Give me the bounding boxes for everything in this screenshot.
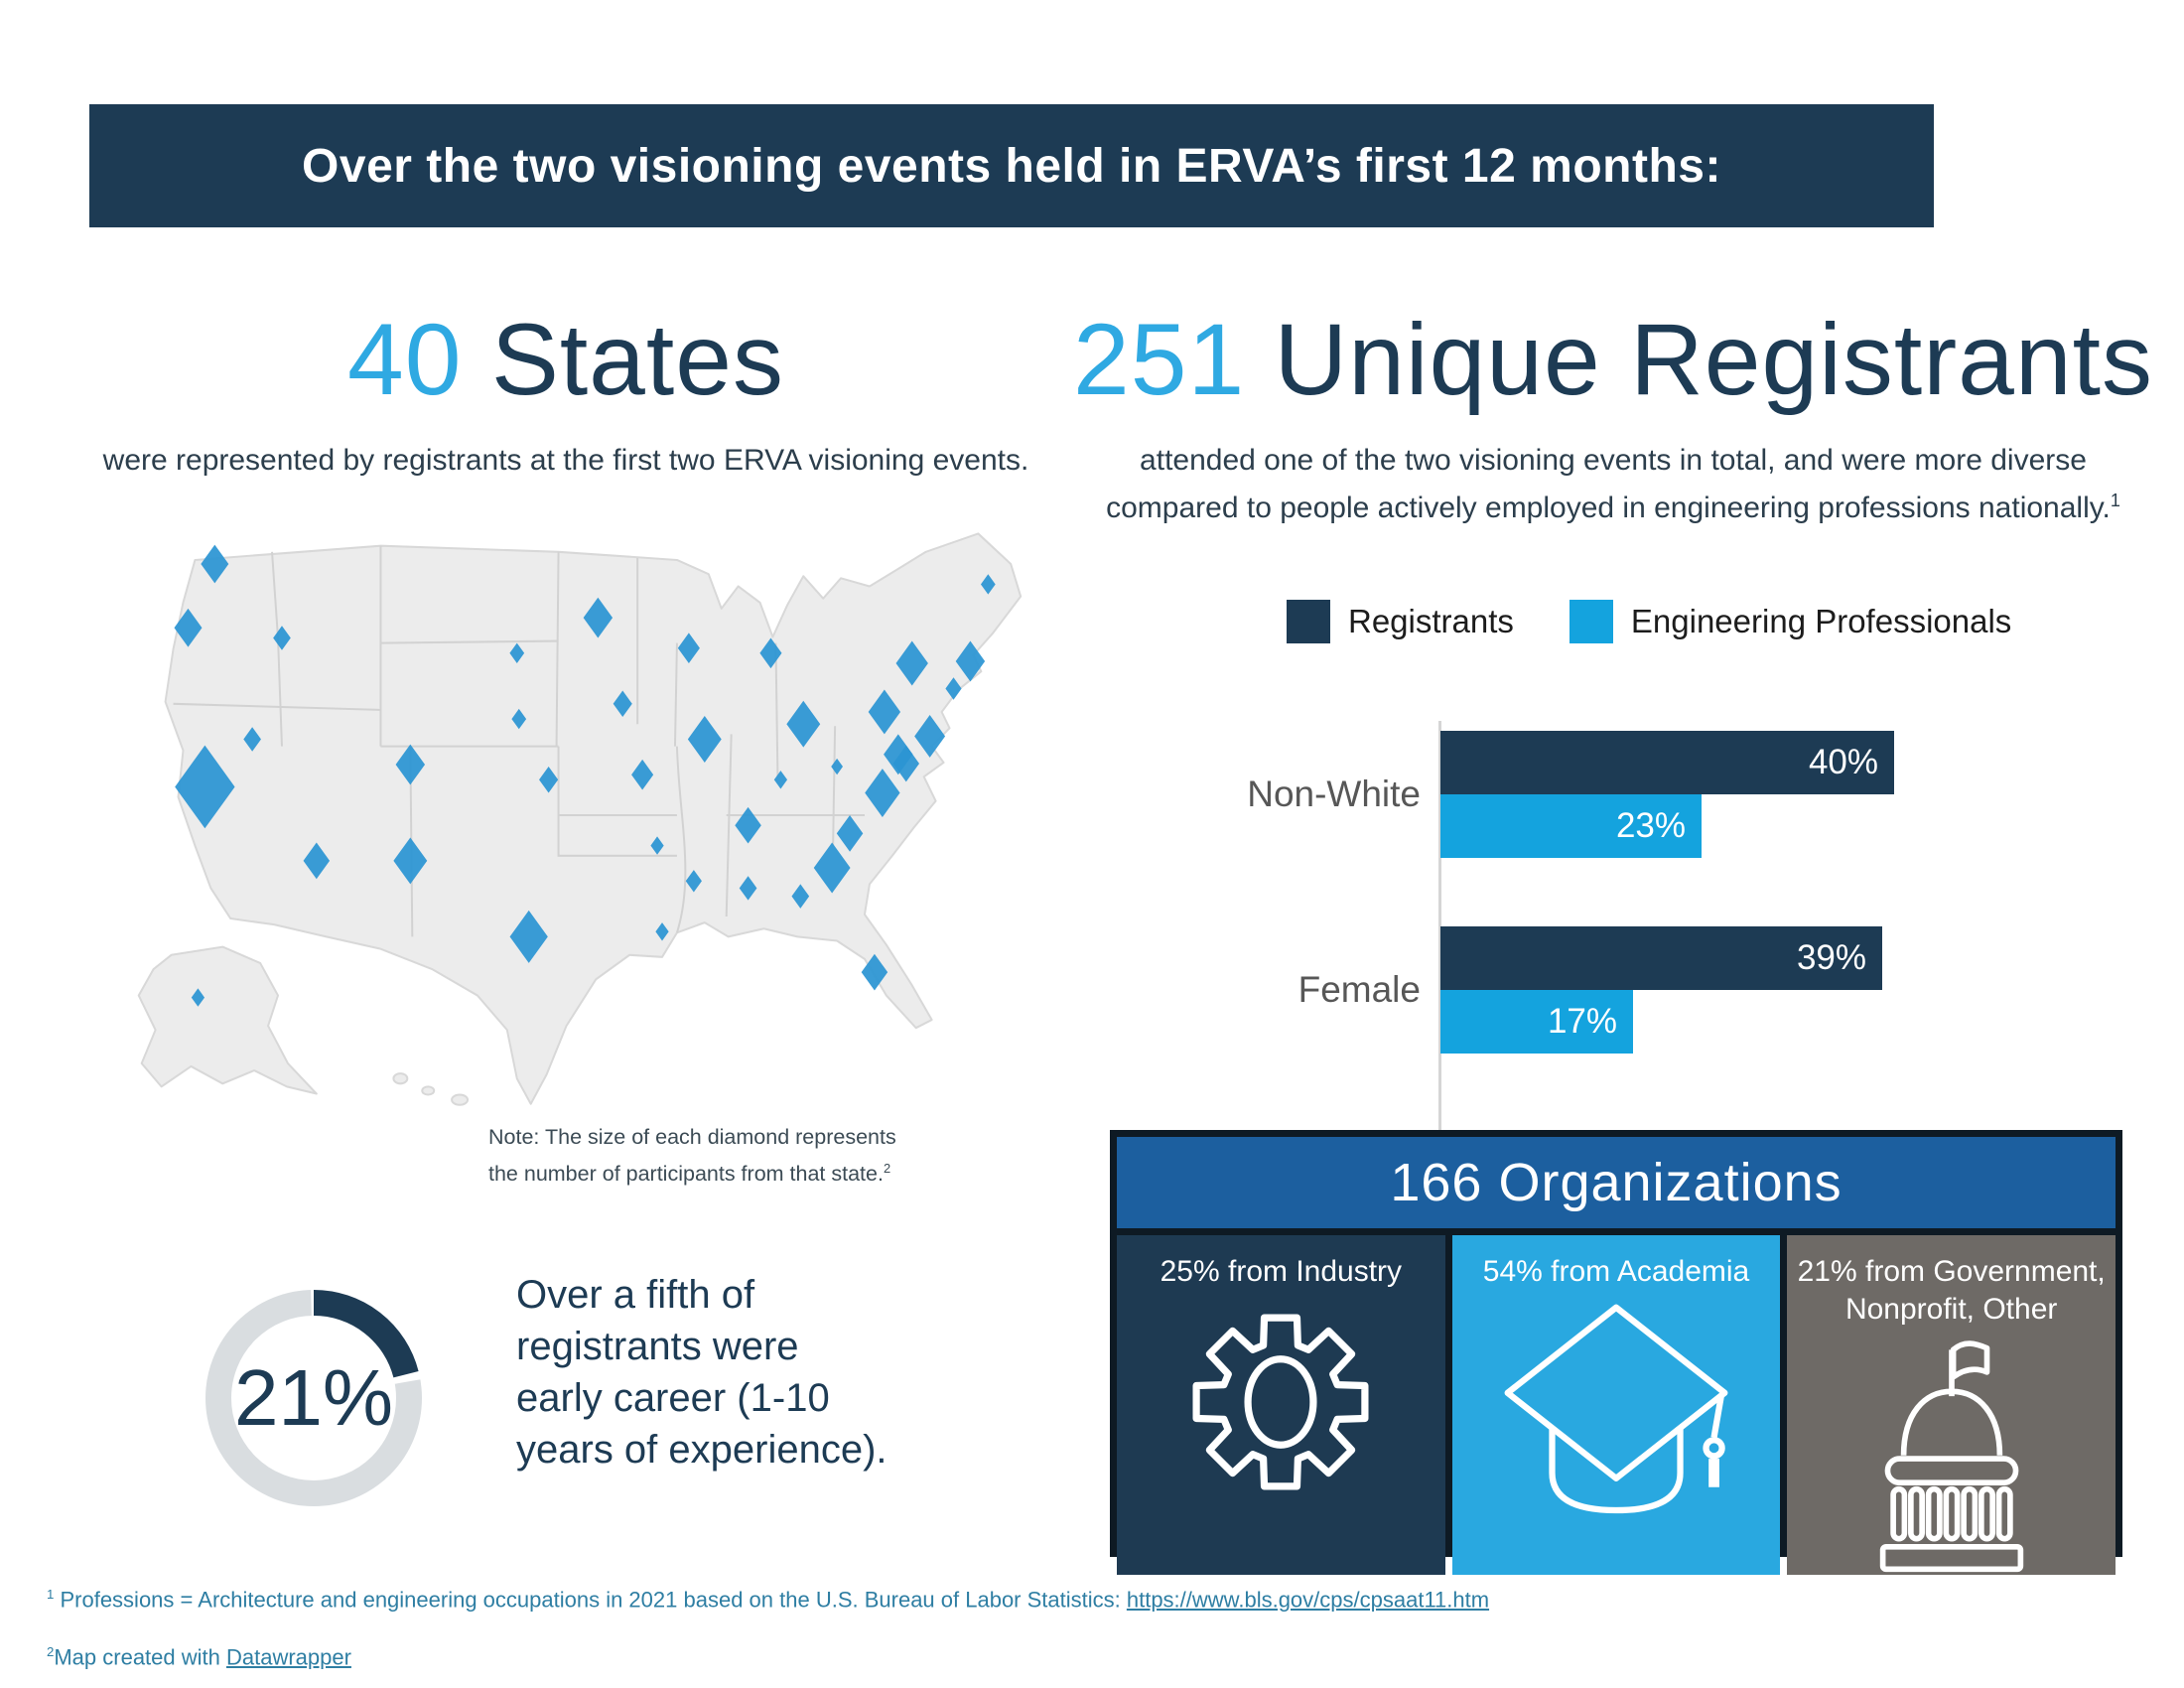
- participant-diamond: [791, 884, 810, 909]
- header-banner: Over the two visioning events held in ER…: [89, 104, 1934, 227]
- bar-category-label: Non-White: [1247, 774, 1421, 814]
- capitol-icon: [1879, 1340, 2023, 1573]
- participant-diamond: [191, 988, 205, 1007]
- bar-engineering-professionals: 17%: [1440, 990, 1633, 1054]
- states-count: 40: [347, 303, 463, 416]
- participant-diamond: [861, 953, 888, 991]
- early-career-donut: [203, 1287, 425, 1509]
- bar-registrants: 39%: [1440, 926, 1882, 990]
- legend-item-registrants: Registrants: [1287, 600, 1514, 643]
- participant-diamond: [201, 544, 229, 584]
- footnote-2: 2Map created with Datawrapper: [47, 1644, 351, 1670]
- government-label: 21% from Government, Nonprofit, Other: [1797, 1255, 2106, 1326]
- participant-diamond: [539, 767, 559, 793]
- bar-category-label: Female: [1297, 969, 1421, 1010]
- registrants-count: 251: [1073, 303, 1246, 416]
- industry-label: 25% from Industry: [1160, 1255, 1403, 1288]
- participant-diamond: [955, 640, 986, 682]
- professionals-swatch: [1569, 600, 1613, 643]
- banner-title: Over the two visioning events held in ER…: [302, 139, 1721, 193]
- academia-label: 54% from Academia: [1482, 1255, 1750, 1288]
- bar-registrants: 40%: [1440, 731, 1894, 794]
- participant-diamond: [243, 727, 261, 752]
- participant-diamond: [739, 876, 757, 901]
- donut-percent-label: 21%: [233, 1353, 394, 1442]
- registrants-stat: 251 Unique Registrants attended one of t…: [1047, 290, 2179, 528]
- diversity-bar-chart: Non-White 40% 23% Female 39% 17%: [1247, 721, 1957, 1130]
- us-map: [137, 532, 1023, 1106]
- participant-diamond: [395, 744, 426, 785]
- states-stat: 40 States were represented by registrant…: [60, 290, 1072, 481]
- participant-diamond: [273, 626, 291, 650]
- participant-diamond: [303, 842, 331, 880]
- footnote-marker-1: 1: [2110, 491, 2120, 510]
- gear-icon: [1192, 1314, 1369, 1490]
- academia-panel: 54% from Academia: [1451, 1235, 1781, 1575]
- participant-diamond: [914, 715, 946, 758]
- participant-diamond: [892, 745, 920, 782]
- chart-axis-line: [1438, 721, 1441, 1130]
- registrants-word: Unique Registrants: [1274, 303, 2153, 416]
- participant-diamond: [687, 716, 722, 763]
- participant-diamond: [583, 597, 614, 638]
- states-word: States: [490, 303, 784, 416]
- states-stat-headline: 40 States: [60, 290, 1072, 429]
- participant-diamond: [509, 910, 548, 963]
- participant-diamond: [865, 769, 900, 818]
- bar-value-label: 39%: [1796, 938, 1866, 977]
- registrants-stat-headline: 251 Unique Registrants: [1047, 290, 2179, 429]
- participant-diamond: [174, 608, 203, 647]
- participant-diamond: [831, 758, 844, 775]
- us-map-silhouette: [137, 532, 1023, 1106]
- participant-diamond: [175, 745, 235, 829]
- bar-value-label: 40%: [1808, 743, 1878, 781]
- donut-value-arc: [205, 1290, 422, 1506]
- organizations-panels: 25% from Industry 54% from Academia: [1117, 1235, 2116, 1575]
- industry-panel: 25% from Industry: [1117, 1235, 1445, 1575]
- participant-diamond: [895, 640, 928, 686]
- chart-legend: Registrants Engineering Professionals: [1287, 600, 2011, 643]
- participant-diamond: [511, 708, 527, 730]
- participant-diamond: [813, 842, 851, 894]
- donut-caption: Over a fifth of registrants were early c…: [516, 1273, 887, 1472]
- bar-value-label: 17%: [1547, 1002, 1617, 1041]
- participant-diamond: [735, 806, 761, 844]
- state-borders: [173, 545, 865, 937]
- bls-link[interactable]: https://www.bls.gov/cps/cpsaat11.htm: [1126, 1587, 1490, 1613]
- organizations-header: 166 Organizations: [1117, 1137, 2116, 1228]
- bar-value-label: 23%: [1615, 806, 1686, 845]
- states-subtitle: were represented by registrants at the f…: [102, 444, 1029, 477]
- bar-engineering-professionals: 23%: [1440, 794, 1702, 858]
- participant-diamond: [677, 633, 700, 663]
- legend-item-professionals: Engineering Professionals: [1569, 600, 2011, 643]
- graduation-cap-icon: [1504, 1304, 1728, 1514]
- participant-diamond: [945, 677, 962, 700]
- participant-diamond: [613, 690, 632, 718]
- footnote-marker-2: 2: [883, 1161, 891, 1176]
- government-panel: 21% from Government, Nonprofit, Other: [1787, 1235, 2116, 1575]
- participant-diamond: [836, 815, 864, 852]
- footnote-1: 1 Professions = Architecture and enginee…: [47, 1587, 1490, 1613]
- map-note: Note: The size of each diamond represent…: [488, 1125, 896, 1187]
- organizations-title: 166 Organizations: [1390, 1153, 1843, 1212]
- participant-diamond: [759, 637, 782, 669]
- registrants-swatch: [1287, 600, 1330, 643]
- registrants-subtitle: attended one of the two visioning events…: [1106, 444, 2120, 524]
- organizations-box: 166 Organizations 25% from Industry 54% …: [1110, 1130, 2122, 1575]
- participant-diamond: [509, 642, 525, 663]
- datawrapper-link[interactable]: Datawrapper: [225, 1644, 351, 1670]
